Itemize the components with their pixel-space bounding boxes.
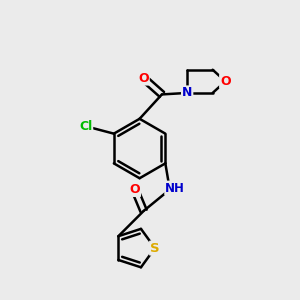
Text: Cl: Cl xyxy=(79,120,92,133)
Text: N: N xyxy=(182,86,192,99)
Text: O: O xyxy=(220,75,231,88)
Text: S: S xyxy=(150,242,160,255)
Text: O: O xyxy=(129,183,140,196)
Text: NH: NH xyxy=(165,182,185,194)
Text: O: O xyxy=(138,72,149,85)
